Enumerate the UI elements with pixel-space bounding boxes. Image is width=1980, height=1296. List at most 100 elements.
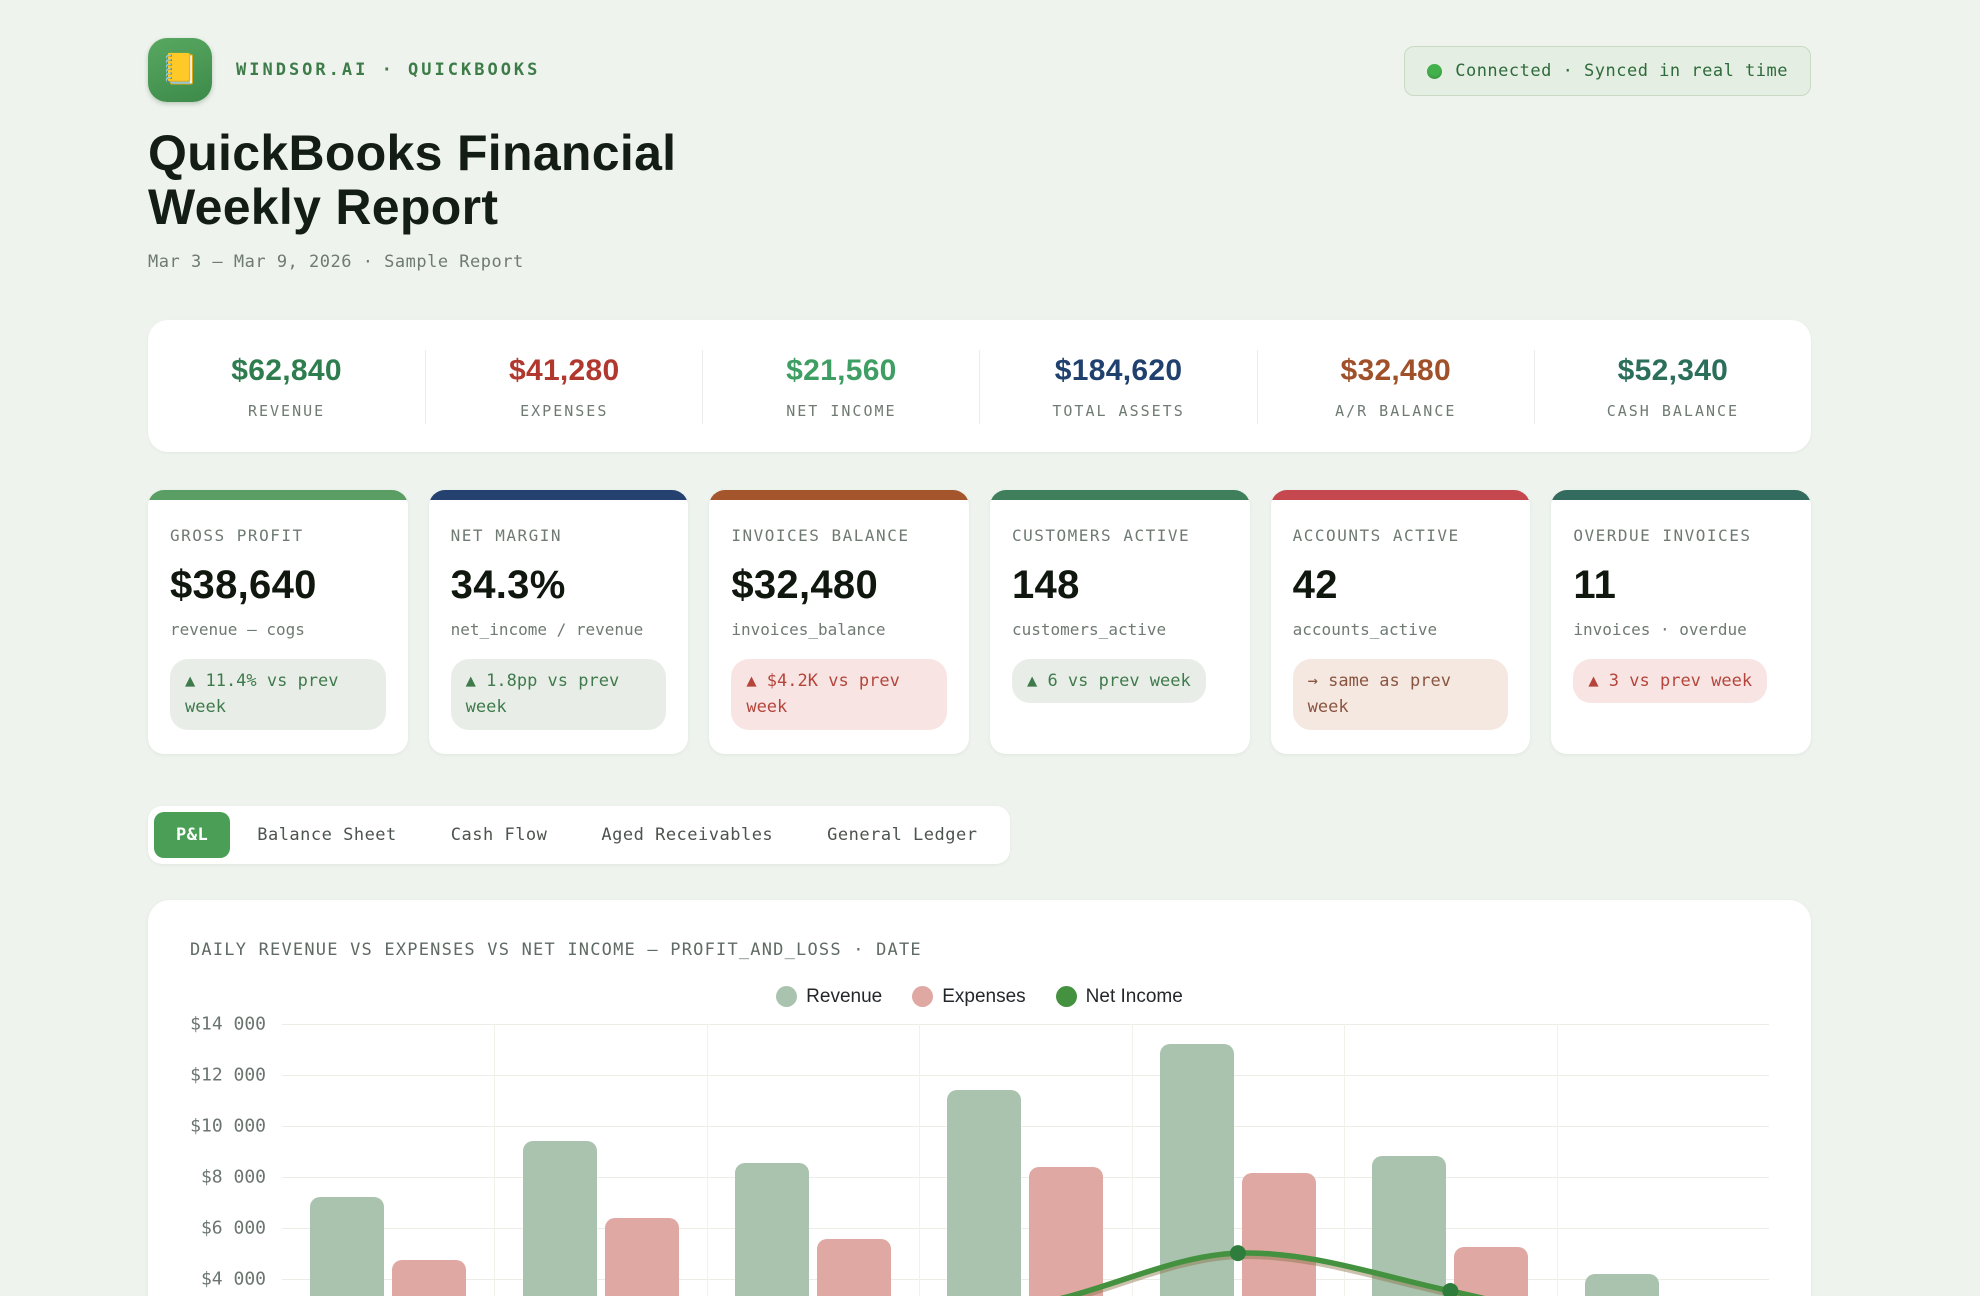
kpi-value: $32,480 [1340, 354, 1452, 387]
card-subtitle: revenue – cogs [170, 620, 305, 639]
bar-group-mar-4 [494, 1024, 706, 1296]
y-tick-label: $6 000 [200, 1217, 266, 1239]
kpi-label: TOTAL ASSETS [1052, 402, 1185, 420]
bar-expenses [817, 1238, 892, 1296]
bar-revenue [310, 1196, 385, 1296]
card-body: CUSTOMERS ACTIVE 148 customers_active ▲ 6 v… [990, 500, 1250, 727]
brand-row: 📒 WINDSOR.AI · QUICKBOOKS [148, 38, 540, 102]
card-value: 148 [1011, 563, 1080, 607]
bar-revenue [522, 1140, 597, 1296]
y-tick-label: $14 000 [190, 1013, 266, 1035]
bar-expenses [1454, 1247, 1529, 1296]
legend-label: Revenue [806, 985, 883, 1007]
page-title-line1: QuickBooks Financial [148, 125, 677, 181]
card-accent-bar [709, 490, 969, 500]
bar-group-mar-9 [1557, 1024, 1769, 1296]
chart-title: DAILY REVENUE VS EXPENSES VS NET INCOME … [190, 939, 922, 960]
net-income-line-layer [1058, 1244, 1487, 1296]
card-label: INVOICES BALANCE [731, 526, 910, 545]
h-gridline [282, 1023, 1769, 1025]
bar-expenses [1241, 1173, 1316, 1296]
h-gridline [282, 1228, 1769, 1230]
legend-item-revenue[interactable]: Revenue [766, 986, 892, 1008]
chart-plot-area [282, 1023, 1769, 1296]
kpi-revenue: $62,840 REVENUE [148, 350, 425, 424]
metric-cards-row: GROSS PROFIT $38,640 revenue – cogs ▲ 11.4%… [148, 490, 1811, 754]
report-tabs: P&L Balance Sheet Cash Flow Aged Receivable… [148, 805, 1011, 864]
chart-legend: Revenue Expenses Net Income [190, 986, 1769, 1008]
page-title: QuickBooks Financial Weekly Report [148, 126, 1811, 234]
card-net-margin: NET MARGIN 34.3% net_income / revenue ▲ 1.8… [428, 490, 689, 754]
kpi-value: $21,560 [786, 354, 897, 387]
card-value: $38,640 [170, 563, 317, 607]
bar-group-mar-5 [707, 1024, 919, 1296]
brand-label: WINDSOR.AI · QUICKBOOKS [236, 60, 541, 80]
legend-item-net-income[interactable]: Net Income [1046, 986, 1193, 1008]
ledger-book-icon: 📒 [161, 53, 199, 86]
card-body: INVOICES BALANCE $32,480 invoices_balance ▲… [709, 500, 969, 754]
v-gridline [1556, 1023, 1558, 1296]
tab-cash-flow[interactable]: Cash Flow [424, 812, 575, 858]
card-accent-bar [1551, 490, 1811, 500]
legend-swatch-net-income [1055, 986, 1077, 1008]
legend-label: Expenses [942, 985, 1026, 1007]
y-tick-label: $12 000 [190, 1064, 266, 1086]
bar-expenses [392, 1259, 467, 1296]
tab-general-ledger[interactable]: General Ledger [800, 812, 1004, 858]
card-value: $32,480 [731, 563, 879, 607]
card-subtitle: net_income / revenue [450, 620, 644, 639]
tab-aged-receivables[interactable]: Aged Receivables [574, 812, 800, 858]
trend-badge: ▲ 11.4% vs prev week [170, 659, 386, 730]
trend-badge: ▲ 1.8pp vs prev week [450, 659, 667, 730]
page-content: 📒 WINDSOR.AI · QUICKBOOKS Connected · Sy… [148, 0, 1811, 1296]
v-gridline [1344, 1023, 1346, 1296]
bar-revenue [735, 1162, 810, 1296]
card-body: GROSS PROFIT $38,640 revenue – cogs ▲ 11.4%… [148, 500, 408, 754]
trend-badge: → same as prev week [1292, 659, 1509, 730]
chart-body: $14 000$12 000$10 000$8 000$6 000$4 000$… [190, 1013, 1769, 1296]
card-accent-bar [1270, 490, 1531, 500]
h-gridline [282, 1177, 1769, 1179]
trend-badge: ▲ 6 vs prev week [1011, 659, 1206, 704]
kpi-label: NET INCOME [786, 402, 897, 420]
net-income-point [1229, 1244, 1246, 1261]
kpi-label: CASH BALANCE [1606, 402, 1740, 420]
h-gridline [282, 1279, 1769, 1281]
tab-p-l[interactable]: P&L [154, 811, 231, 858]
card-label: OVERDUE INVOICES [1573, 526, 1752, 545]
legend-item-expenses[interactable]: Expenses [902, 986, 1035, 1008]
bar-revenue [947, 1090, 1022, 1296]
bar-group-mar-6 [919, 1024, 1131, 1296]
kpi-net-income: $21,560 NET INCOME [702, 350, 979, 424]
tab-balance-sheet[interactable]: Balance Sheet [230, 812, 424, 858]
y-axis-labels: $14 000$12 000$10 000$8 000$6 000$4 000$… [190, 1013, 282, 1296]
net-income-point [1442, 1282, 1459, 1296]
card-body: OVERDUE INVOICES 11 invoices · overdue ▲ 3 … [1551, 500, 1811, 727]
card-customers-active: CUSTOMERS ACTIVE 148 customers_active ▲ 6 v… [989, 490, 1250, 754]
card-accent-bar [148, 490, 408, 500]
report-date-range: Mar 3 – Mar 9, 2026 · Sample Report [148, 252, 524, 272]
card-subtitle: accounts_active [1292, 620, 1438, 639]
h-gridline [282, 1074, 1769, 1076]
kpi-expenses: $41,280 EXPENSES [425, 350, 702, 424]
page-title-line2: Weekly Report [148, 179, 499, 235]
card-label: CUSTOMERS ACTIVE [1011, 526, 1191, 545]
card-value: 34.3% [450, 563, 566, 607]
trend-badge: ▲ 3 vs prev week [1573, 659, 1768, 704]
y-tick-label: $10 000 [190, 1115, 266, 1137]
kpi-cash-balance: $52,340 CASH BALANCE [1533, 350, 1811, 424]
connection-status-badge: Connected · Synced in real time [1404, 46, 1811, 96]
h-gridline [282, 1125, 1769, 1127]
card-subtitle: customers_active [1011, 620, 1167, 639]
bar-group-mar-3 [282, 1024, 494, 1296]
connected-dot-icon [1427, 63, 1443, 79]
net-income-line [1058, 1249, 1487, 1296]
card-body: ACCOUNTS ACTIVE 42 accounts_active → same a… [1271, 500, 1531, 754]
card-accent-bar [428, 490, 689, 500]
card-overdue-invoices: OVERDUE INVOICES 11 invoices · overdue ▲ 3 … [1551, 490, 1811, 754]
kpi-a-r-balance: $32,480 A/R BALANCE [1256, 350, 1534, 424]
bar-revenue [1584, 1274, 1659, 1296]
chart-card: DAILY REVENUE VS EXPENSES VS NET INCOME … [148, 899, 1811, 1296]
top-bar: 📒 WINDSOR.AI · QUICKBOOKS Connected · Sy… [148, 0, 1811, 102]
